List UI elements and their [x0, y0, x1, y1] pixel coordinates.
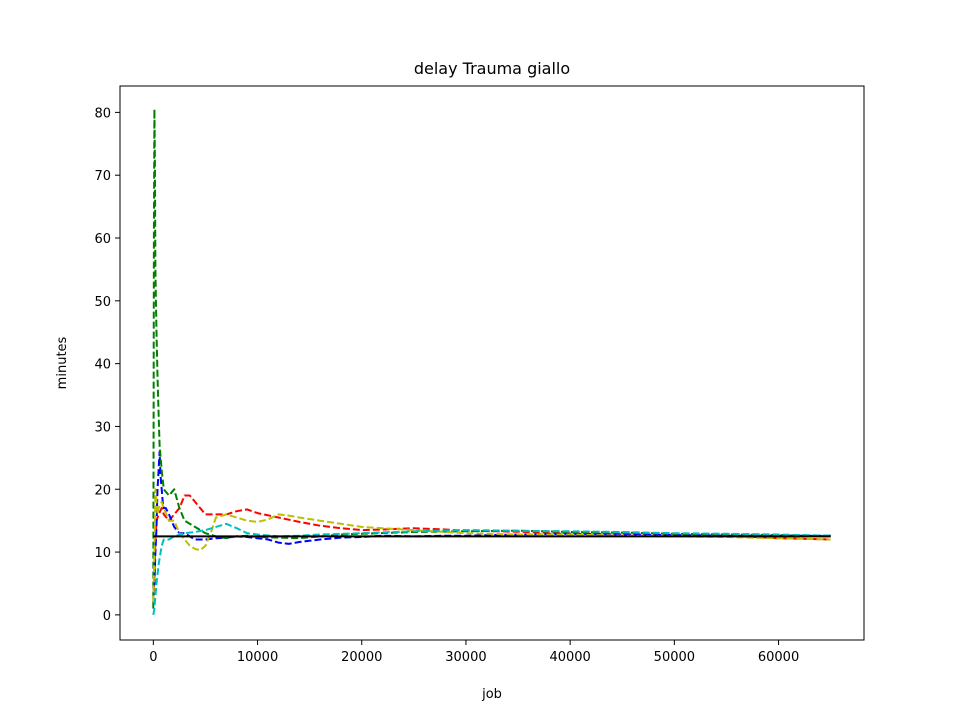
- y-tick-label: 30: [94, 420, 111, 435]
- y-tick-label: 60: [94, 232, 111, 247]
- x-tick-label: 30000: [445, 650, 486, 665]
- plot-frame: [119, 85, 865, 641]
- x-axis-title: job: [481, 687, 502, 702]
- series-line-5: [152, 522, 831, 616]
- x-tick-label: 10000: [237, 650, 278, 665]
- x-tick-label: 0: [149, 650, 157, 665]
- y-tick-label: 50: [94, 295, 111, 310]
- y-tick-label: 20: [94, 483, 111, 498]
- series-line-4: [152, 488, 831, 603]
- x-tick-label: 60000: [758, 650, 799, 665]
- y-axis: 0 10 20 30 40 50 60 70 80: [94, 106, 120, 624]
- x-axis: 0 10000 20000 30000 40000 50000 60000: [149, 640, 799, 665]
- x-tick-label: 20000: [341, 650, 382, 665]
- series-layer: [152, 108, 831, 616]
- y-tick-label: 80: [94, 106, 111, 121]
- y-tick-label: 10: [94, 546, 111, 561]
- y-axis-title: minutes: [55, 336, 70, 389]
- x-tick-label: 50000: [654, 650, 695, 665]
- y-tick-label: 70: [94, 169, 111, 184]
- chart-title: delay Trauma giallo: [414, 59, 570, 78]
- y-tick-label: 0: [103, 609, 111, 624]
- series-line-1: [152, 494, 831, 603]
- x-tick-label: 40000: [549, 650, 590, 665]
- y-tick-label: 40: [94, 358, 111, 373]
